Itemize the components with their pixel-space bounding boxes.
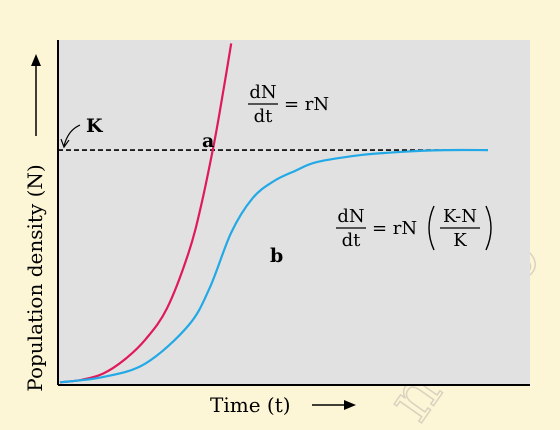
x-axis-title-arrowhead [344,400,356,410]
plot-area [58,40,530,385]
y-axis-title-arrowhead [31,54,41,66]
equation-b-paren-denominator: K [453,230,467,251]
x-axis-title-group: Time (t) [210,393,356,417]
equation-b-rhs: = rN [372,218,417,239]
y-axis-title: Population density (N) [23,164,47,391]
equation-b-right-paren [485,205,492,251]
series-a-curve [59,43,233,384]
carrying-capacity-pointer [60,124,81,149]
equation-b-denominator: dt [342,230,362,251]
equation-a: dN dt = rN [248,82,329,127]
series-b-curve [59,148,489,384]
equation-b-numerator: dN [337,206,364,227]
equation-b-paren-numerator: K-N [443,206,477,227]
equation-b-left-paren [428,205,435,251]
x-axis-title: Time (t) [210,393,291,417]
equation-b: dN dt = rN K-N K [336,205,492,251]
series-a-label: a [202,130,214,152]
equation-a-numerator: dN [249,82,276,103]
equation-a-denominator: dt [254,106,274,127]
series-b-label: b [270,245,283,267]
carrying-capacity-label: K [86,115,104,137]
equation-a-rhs: = rN [284,94,329,115]
y-axis-title-group: Population density (N) [23,54,47,392]
